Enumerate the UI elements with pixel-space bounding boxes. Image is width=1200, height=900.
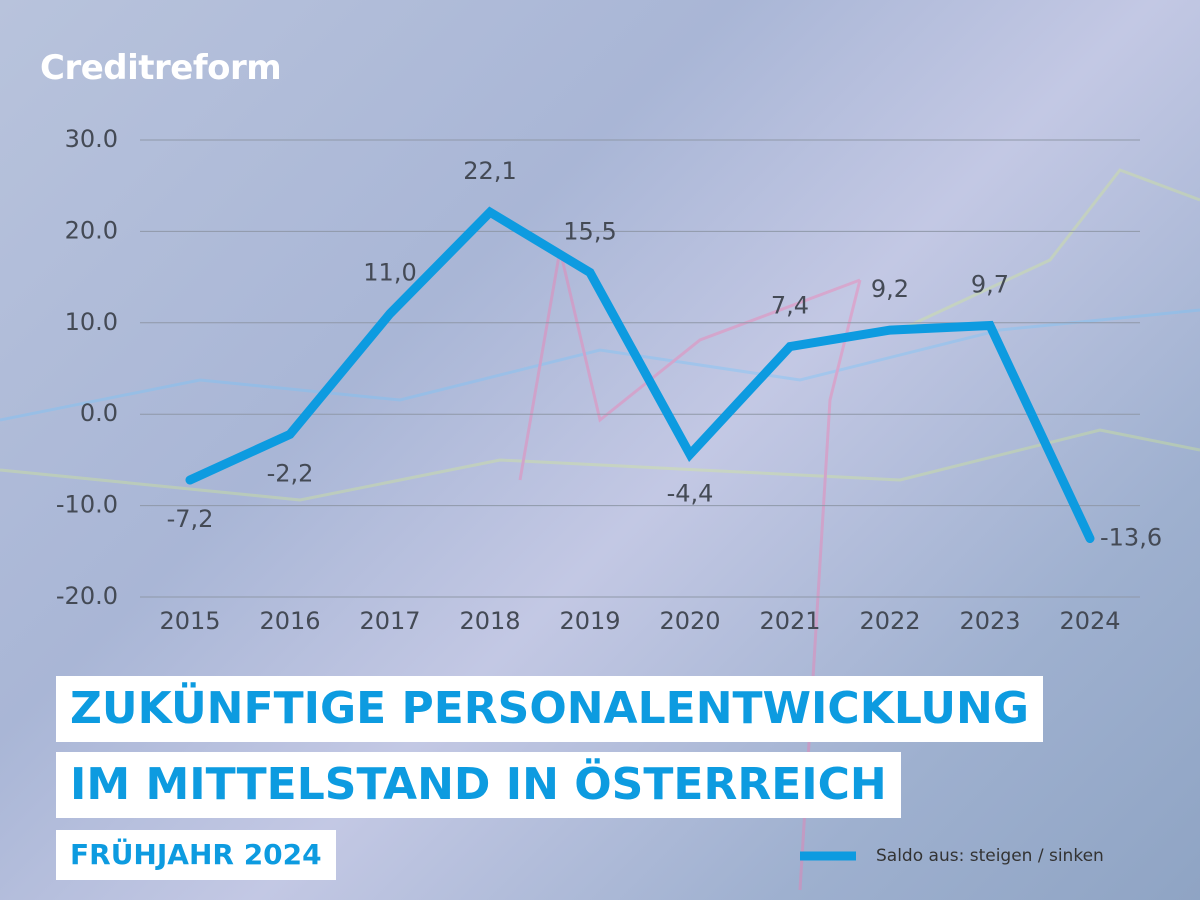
y-tick-label: 20.0 <box>65 216 118 244</box>
x-tick-label: 2015 <box>159 607 220 635</box>
x-tick-label: 2023 <box>959 607 1020 635</box>
x-tick-label: 2018 <box>459 607 520 635</box>
y-tick-label: 30.0 <box>65 125 118 153</box>
value-label: 15,5 <box>563 218 616 246</box>
x-tick-label: 2016 <box>259 607 320 635</box>
value-label: 22,1 <box>463 157 516 185</box>
logo: Creditreform <box>40 48 282 88</box>
x-tick-label: 2022 <box>859 607 920 635</box>
value-label: 11,0 <box>363 259 416 287</box>
legend-label: Saldo aus: steigen / sinken <box>876 846 1104 866</box>
value-label: -13,6 <box>1100 524 1162 552</box>
y-tick-label: -10.0 <box>56 491 118 519</box>
data-line <box>185 206 1095 544</box>
title-line: ZUKÜNFTIGE PERSONALENTWICKLUNG <box>56 676 1043 742</box>
value-label: -7,2 <box>167 505 214 533</box>
y-tick-label: -20.0 <box>56 582 118 610</box>
value-label: -2,2 <box>267 459 314 487</box>
value-label: -4,4 <box>667 479 714 507</box>
x-tick-label: 2020 <box>659 607 720 635</box>
x-tick-label: 2021 <box>759 607 820 635</box>
x-tick-label: 2024 <box>1059 607 1120 635</box>
subtitle: FRÜHJAHR 2024 <box>56 830 336 880</box>
y-tick-label: 0.0 <box>80 399 118 427</box>
value-label: 9,7 <box>971 271 1009 299</box>
value-label: 9,2 <box>871 275 909 303</box>
title-line: IM MITTELSTAND IN ÖSTERREICH <box>56 752 901 818</box>
value-label: 7,4 <box>771 292 809 320</box>
x-tick-label: 2019 <box>559 607 620 635</box>
x-tick-label: 2017 <box>359 607 420 635</box>
y-tick-label: 10.0 <box>65 308 118 336</box>
